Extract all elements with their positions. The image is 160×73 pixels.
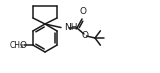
Text: NH: NH [64, 24, 77, 32]
Text: CH₃: CH₃ [9, 41, 23, 49]
Text: O: O [19, 41, 26, 49]
Text: O: O [81, 31, 88, 39]
Text: O: O [80, 7, 87, 16]
